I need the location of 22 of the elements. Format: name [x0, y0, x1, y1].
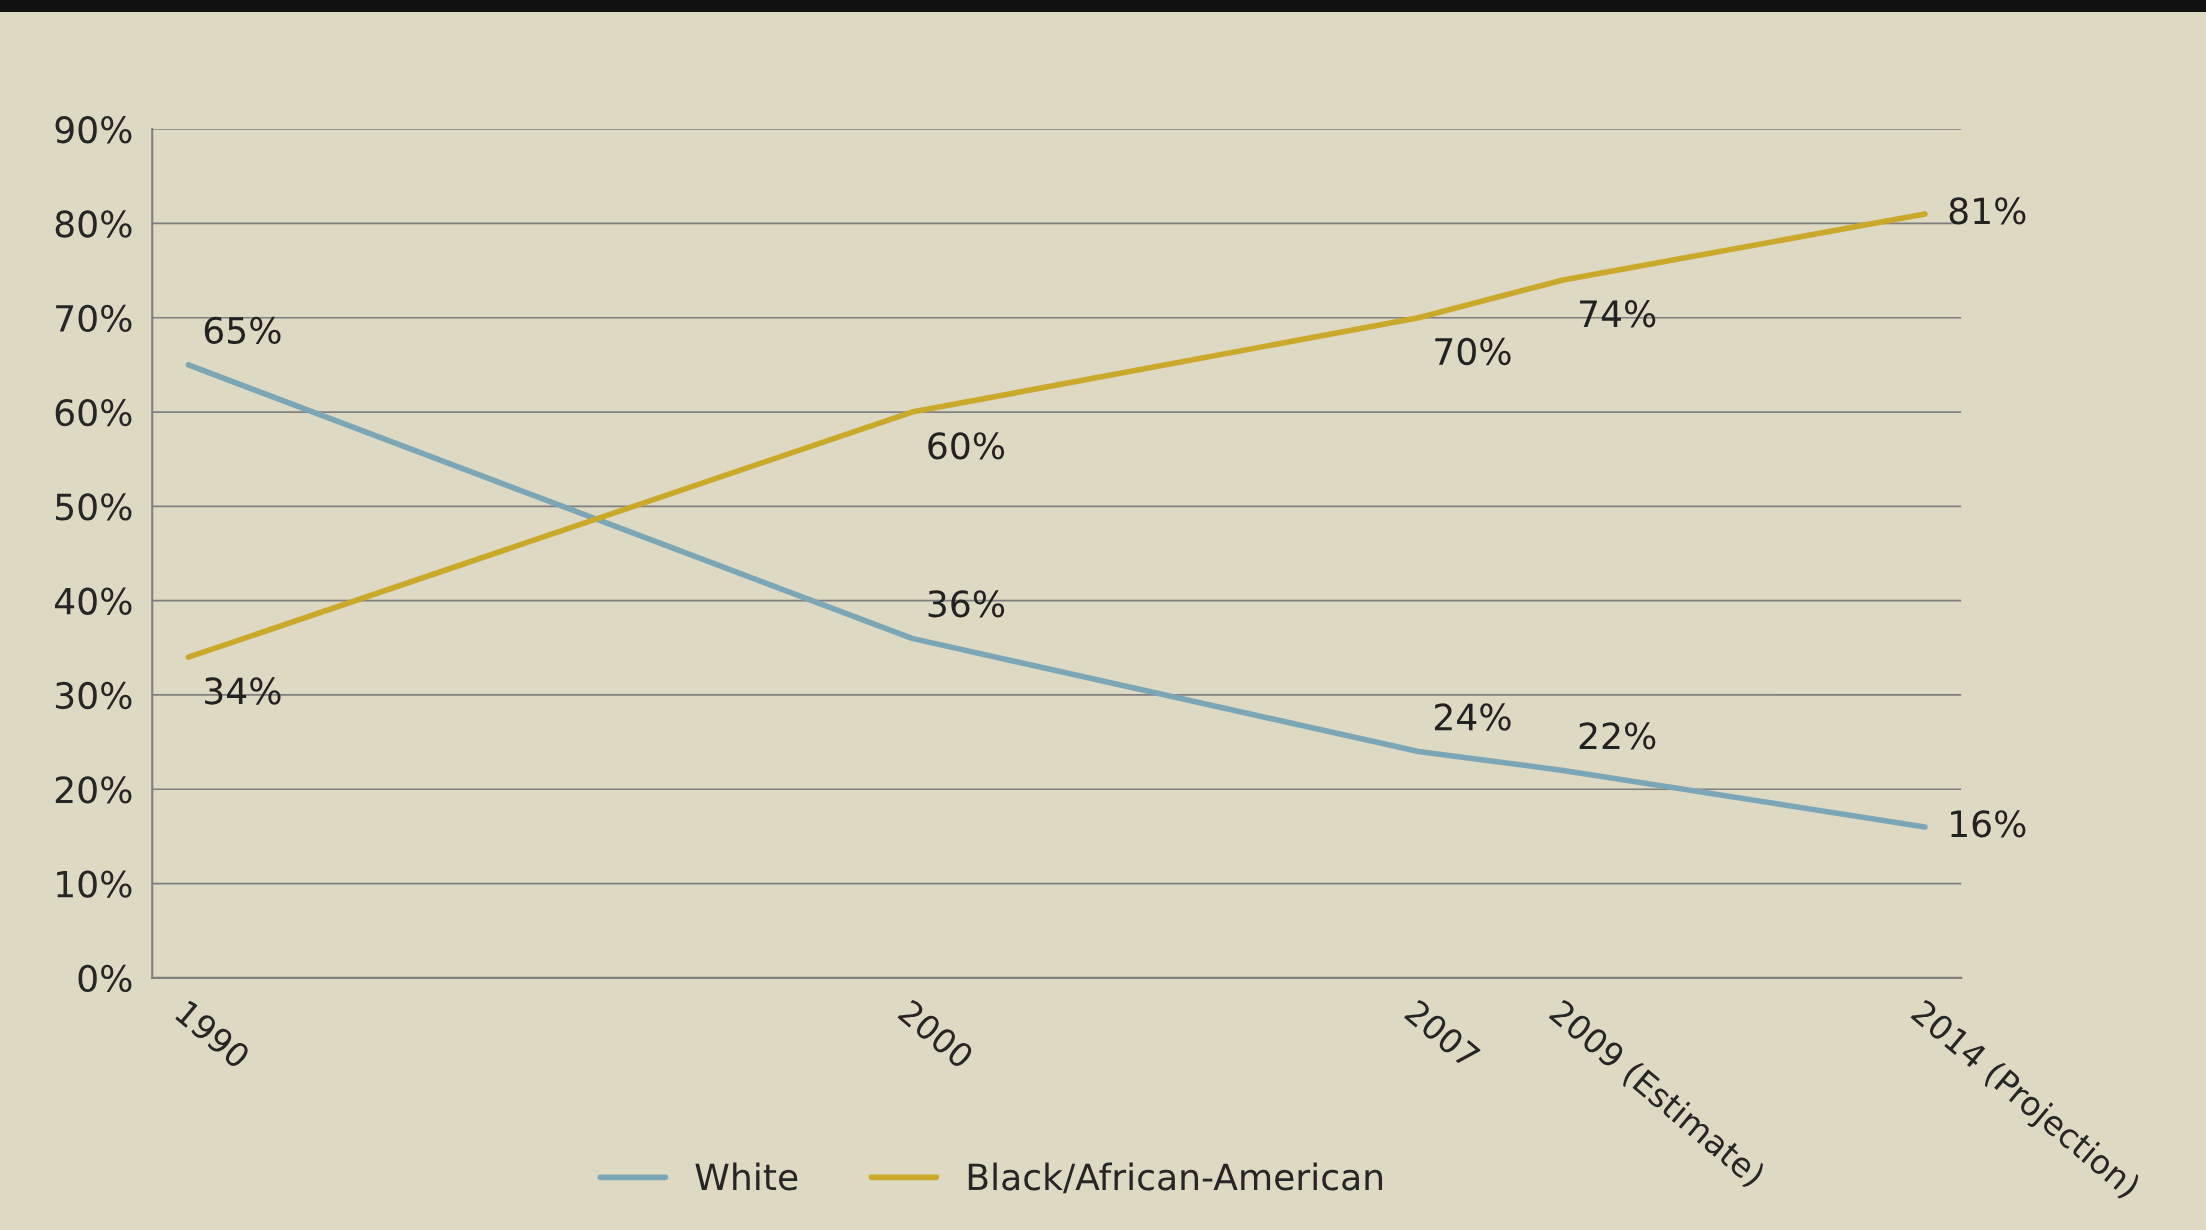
y-tick-label: 20% [55, 776, 132, 804]
y-tick-label: 70% [56, 304, 132, 332]
legend-label: White [695, 1162, 798, 1191]
data-label: 81% [1949, 197, 2026, 225]
y-tick-label: 10% [57, 870, 132, 898]
y-tick-label: 90% [55, 116, 132, 144]
data-label: 24% [1434, 703, 1511, 731]
y-tick-label: 50% [55, 493, 132, 521]
y-tick-label: 30% [55, 681, 132, 710]
y-tick-label: 80% [55, 210, 132, 238]
data-label: 36% [928, 590, 1005, 618]
y-tick-label: 60% [55, 398, 132, 427]
legend-label: Black/African-American [968, 1162, 1383, 1194]
data-label: 74% [1580, 300, 1656, 328]
y-tick-label: 40% [54, 587, 132, 615]
y-tick-label: 0% [78, 964, 132, 993]
data-label: 65% [204, 316, 281, 345]
data-label: 16% [1951, 810, 2026, 838]
data-label: 70% [1435, 337, 1511, 366]
data-label: 34% [205, 677, 281, 705]
data-label: 60% [928, 432, 1005, 460]
data-label: 22% [1579, 722, 1656, 750]
